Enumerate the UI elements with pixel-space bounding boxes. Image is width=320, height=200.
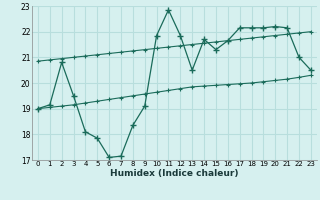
X-axis label: Humidex (Indice chaleur): Humidex (Indice chaleur): [110, 169, 239, 178]
